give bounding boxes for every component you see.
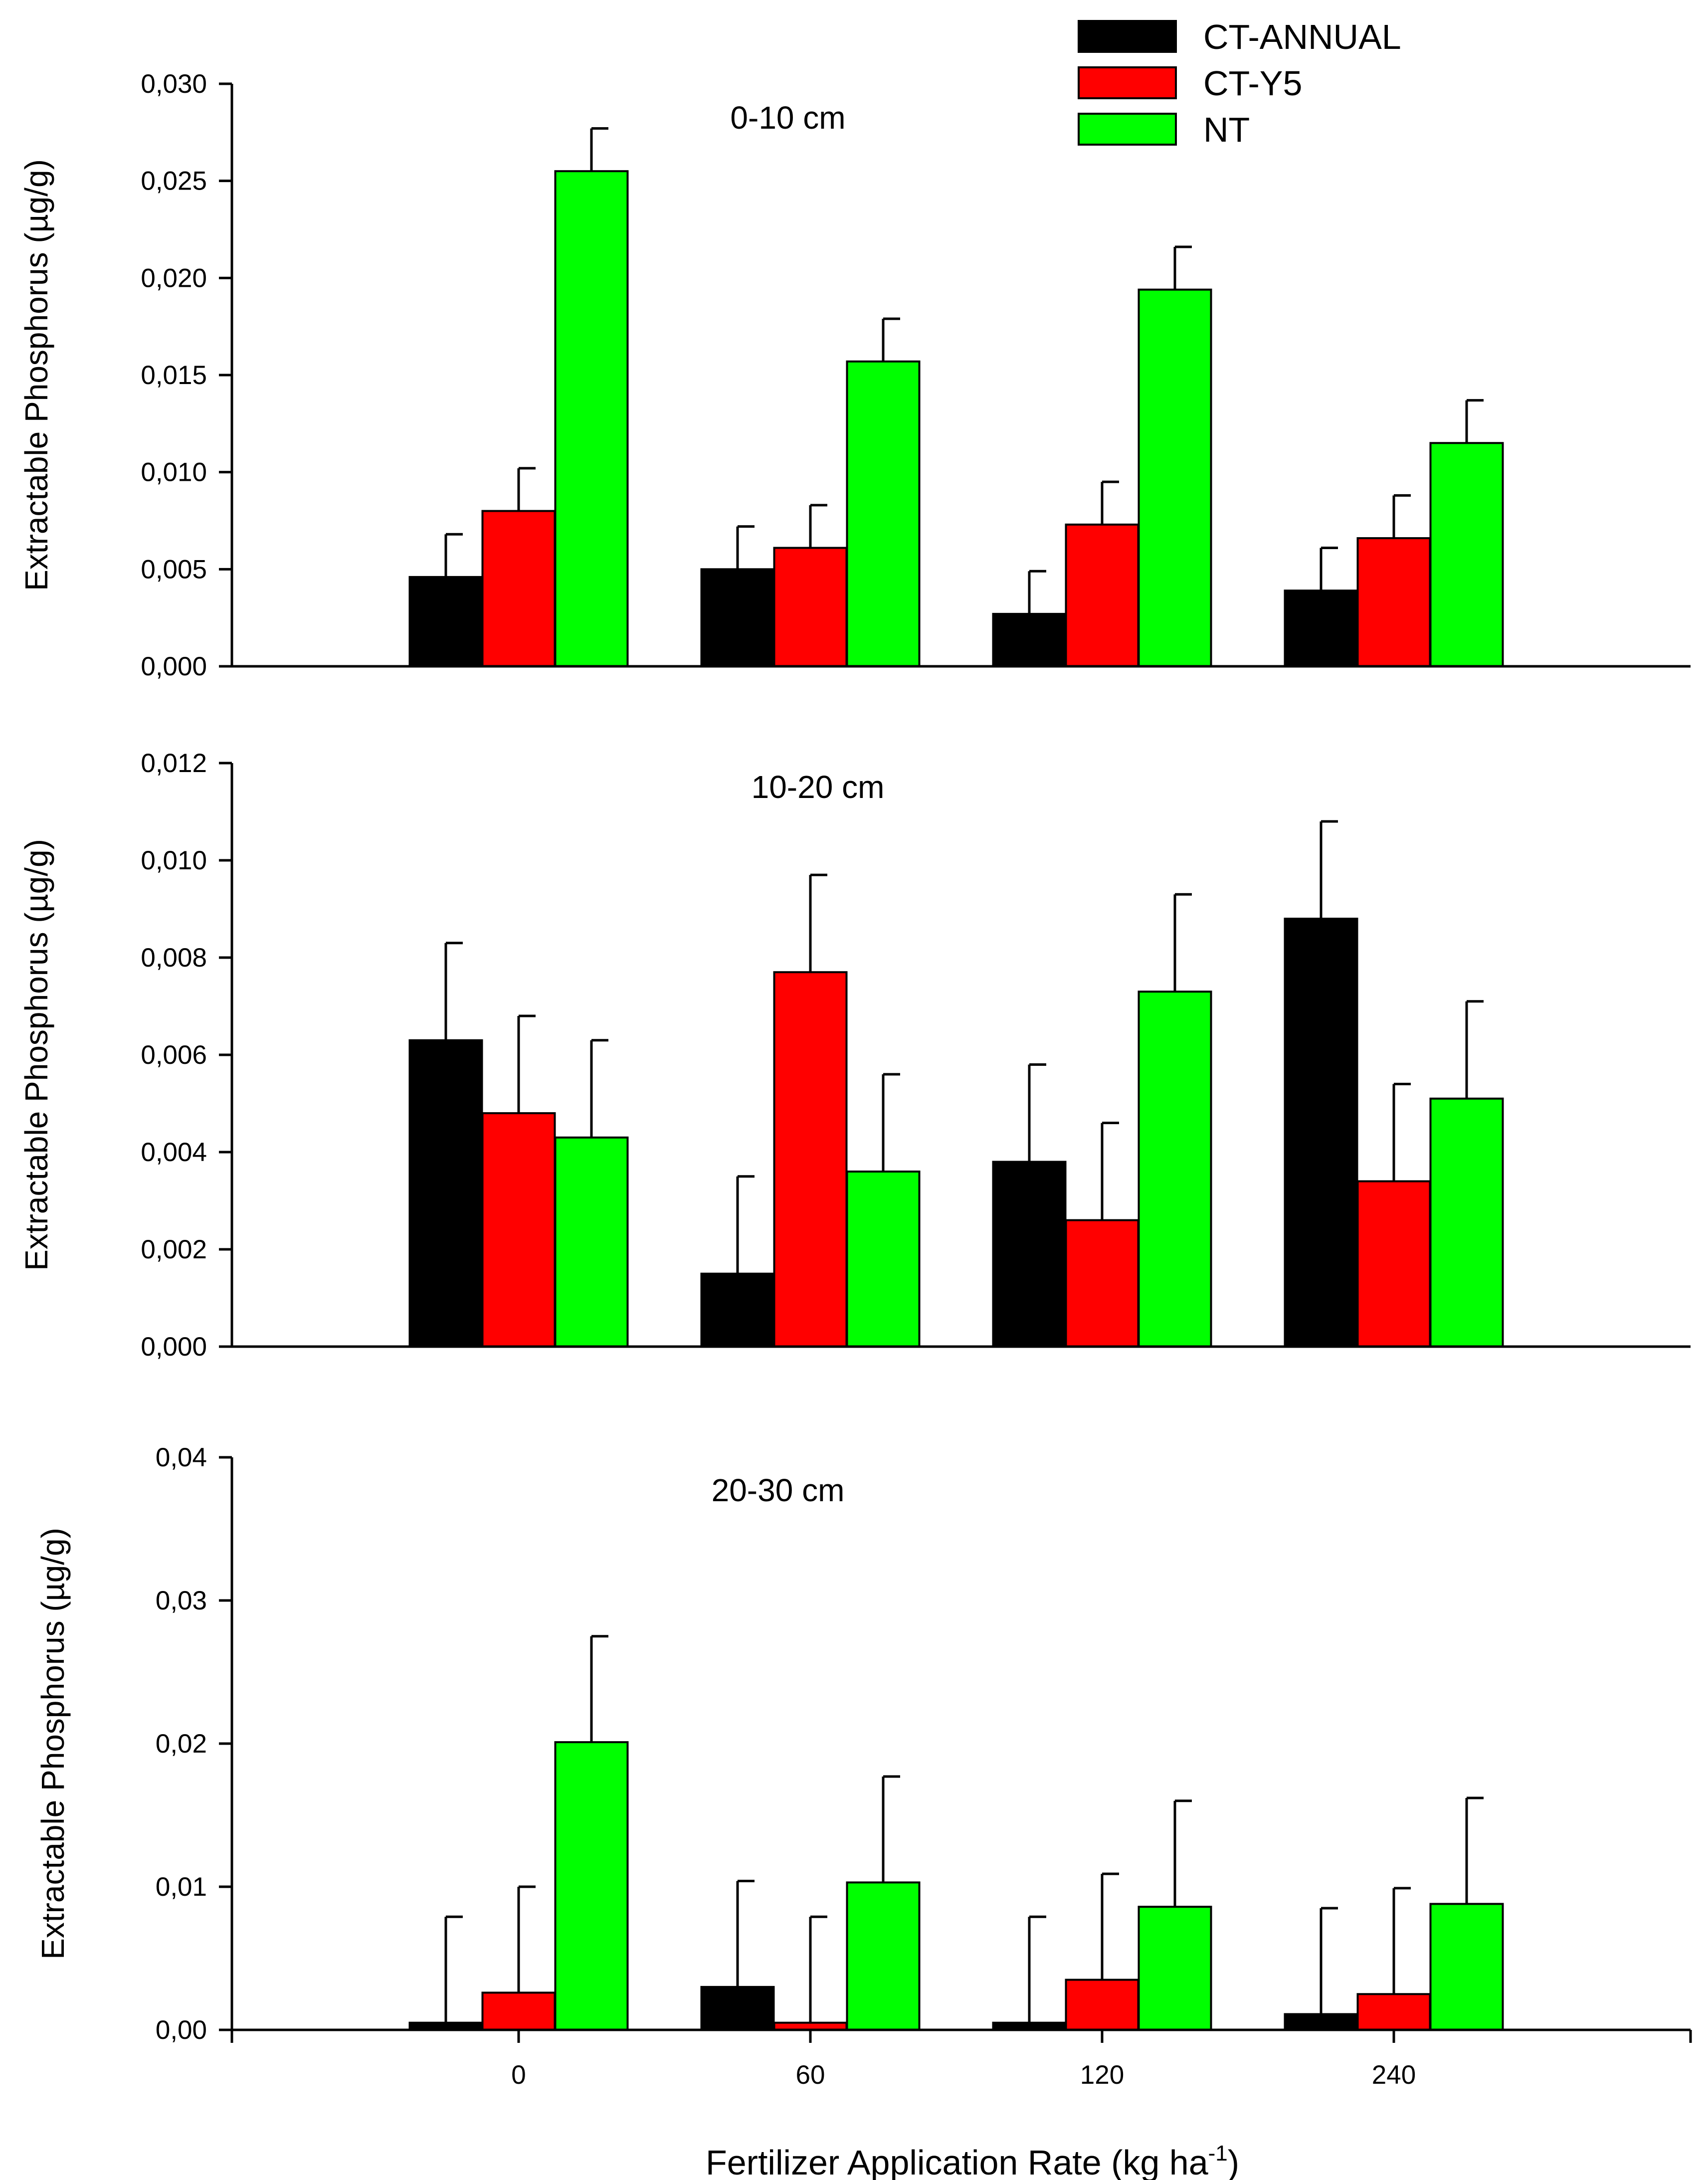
y-tick-label: 0,020: [141, 263, 207, 293]
x-tick-label: 240: [1372, 2060, 1416, 2090]
y-tick-label: 0,010: [141, 458, 207, 487]
legend-label: NT: [1203, 110, 1250, 149]
panel-3: 0,00 0,01 0,02 0,03 0,04 0 60 120 240 20-30 cm Ext…: [35, 1443, 1692, 2090]
bar-ct-annual-60: [700, 1272, 775, 1348]
y-tick-label: 0,03: [156, 1586, 207, 1615]
bar-nt-240: [1429, 1903, 1504, 2031]
bar-ct-y5-60: [773, 547, 848, 668]
y-tick-label: 0,025: [141, 167, 207, 196]
y-tick-label: 0,010: [141, 846, 207, 875]
bar-ct-annual-240: [1284, 590, 1358, 668]
y-tick-label: 0,01: [156, 1872, 207, 1902]
bar-nt-120: [1138, 991, 1212, 1348]
y-tick-label: 0,012: [141, 749, 207, 778]
x-axis-label: Fertilizer Application Rate (kg ha-1): [706, 2141, 1239, 2180]
bar-ct-annual-120: [992, 612, 1067, 668]
bar-ct-y5-120: [1065, 1979, 1139, 2031]
bar-nt-120: [1138, 288, 1212, 667]
bar-ct-annual-120: [992, 1161, 1067, 1348]
legend-swatch-nt: [1078, 113, 1177, 146]
bar-ct-y5-120: [1065, 523, 1139, 667]
legend-swatch-ct-annual: [1078, 20, 1177, 53]
bar-ct-annual-240: [1284, 2013, 1358, 2031]
bar-ct-annual-0: [408, 576, 483, 667]
bar-nt-240: [1429, 442, 1504, 667]
legend-label: CT-Y5: [1203, 64, 1302, 103]
y-tick-label: 0,008: [141, 943, 207, 973]
x-tick-label: 60: [796, 2060, 825, 2090]
y-tick-label: 0,030: [141, 69, 207, 99]
legend-swatch-ct-y5: [1078, 66, 1177, 99]
y-tick-label: 0,006: [141, 1040, 207, 1070]
y-tick-label: 0,000: [141, 652, 207, 681]
x-axis-label-tail: ): [1228, 2143, 1239, 2180]
bar-nt-240: [1429, 1097, 1504, 1348]
bar-nt-120: [1138, 1906, 1212, 2031]
x-tick-label: 120: [1080, 2060, 1124, 2090]
y-tick-label: 0,04: [156, 1443, 207, 1472]
x-tick-label: 0: [511, 2060, 526, 2090]
y-axis-label: Extractable Phosphorus (µg/g): [35, 1528, 71, 1960]
y-tick-label: 0,005: [141, 555, 207, 584]
bar-ct-annual-0: [408, 1039, 483, 1348]
bar-ct-y5-240: [1356, 1180, 1431, 1348]
y-tick-label: 0,004: [141, 1138, 207, 1167]
bar-ct-y5-240: [1356, 537, 1431, 668]
panel-title: 0-10 cm: [730, 100, 845, 136]
x-axis-label-text: Fertilizer Application Rate (kg ha: [706, 2143, 1208, 2180]
bar-ct-y5-120: [1065, 1219, 1139, 1348]
bar-nt-60: [846, 1171, 921, 1348]
y-axis-label: Extractable Phosphorus (µg/g): [18, 839, 54, 1271]
y-tick-label: 0,000: [141, 1332, 207, 1362]
bar-ct-y5-60: [773, 971, 848, 1348]
panel-2: 0,000 0,002 0,004 0,006 0,008 0,010 0,012 10-20…: [18, 749, 1691, 1362]
y-tick-label: 0,02: [156, 1729, 207, 1759]
bar-nt-0: [554, 1136, 629, 1348]
bar-nt-60: [846, 360, 921, 667]
panel-title: 10-20 cm: [752, 769, 885, 805]
legend: CT-ANNUAL CT-Y5 NT: [1078, 17, 1401, 149]
panels: 0,0000,0050,0100,0150,0200,0250,0300-10 …: [18, 69, 1692, 2090]
bar-nt-60: [846, 1881, 921, 2031]
bar-ct-y5-0: [481, 1991, 556, 2031]
y-axis-label: Extractable Phosphorus (µg/g): [18, 159, 54, 591]
y-tick-label: 0,00: [156, 2015, 207, 2045]
legend-label: CT-ANNUAL: [1203, 17, 1401, 56]
bar-ct-annual-60: [700, 1985, 775, 2031]
y-tick-label: 0,015: [141, 361, 207, 390]
bar-ct-annual-60: [700, 568, 775, 668]
panel-1: 0,000 0,005 0,010 0,015 0,020 0,025 0,030 0-10 …: [18, 69, 1691, 681]
y-tick-label: 0,002: [141, 1235, 207, 1264]
bar-ct-annual-240: [1284, 918, 1358, 1348]
panel-title: 20-30 cm: [712, 1472, 845, 1508]
bar-ct-y5-240: [1356, 1993, 1431, 2031]
bar-ct-y5-0: [481, 1112, 556, 1348]
x-axis-label-sup: -1: [1208, 2141, 1228, 2166]
bar-nt-0: [554, 170, 629, 667]
bar-nt-0: [554, 1741, 629, 2031]
bar-ct-y5-0: [481, 510, 556, 667]
